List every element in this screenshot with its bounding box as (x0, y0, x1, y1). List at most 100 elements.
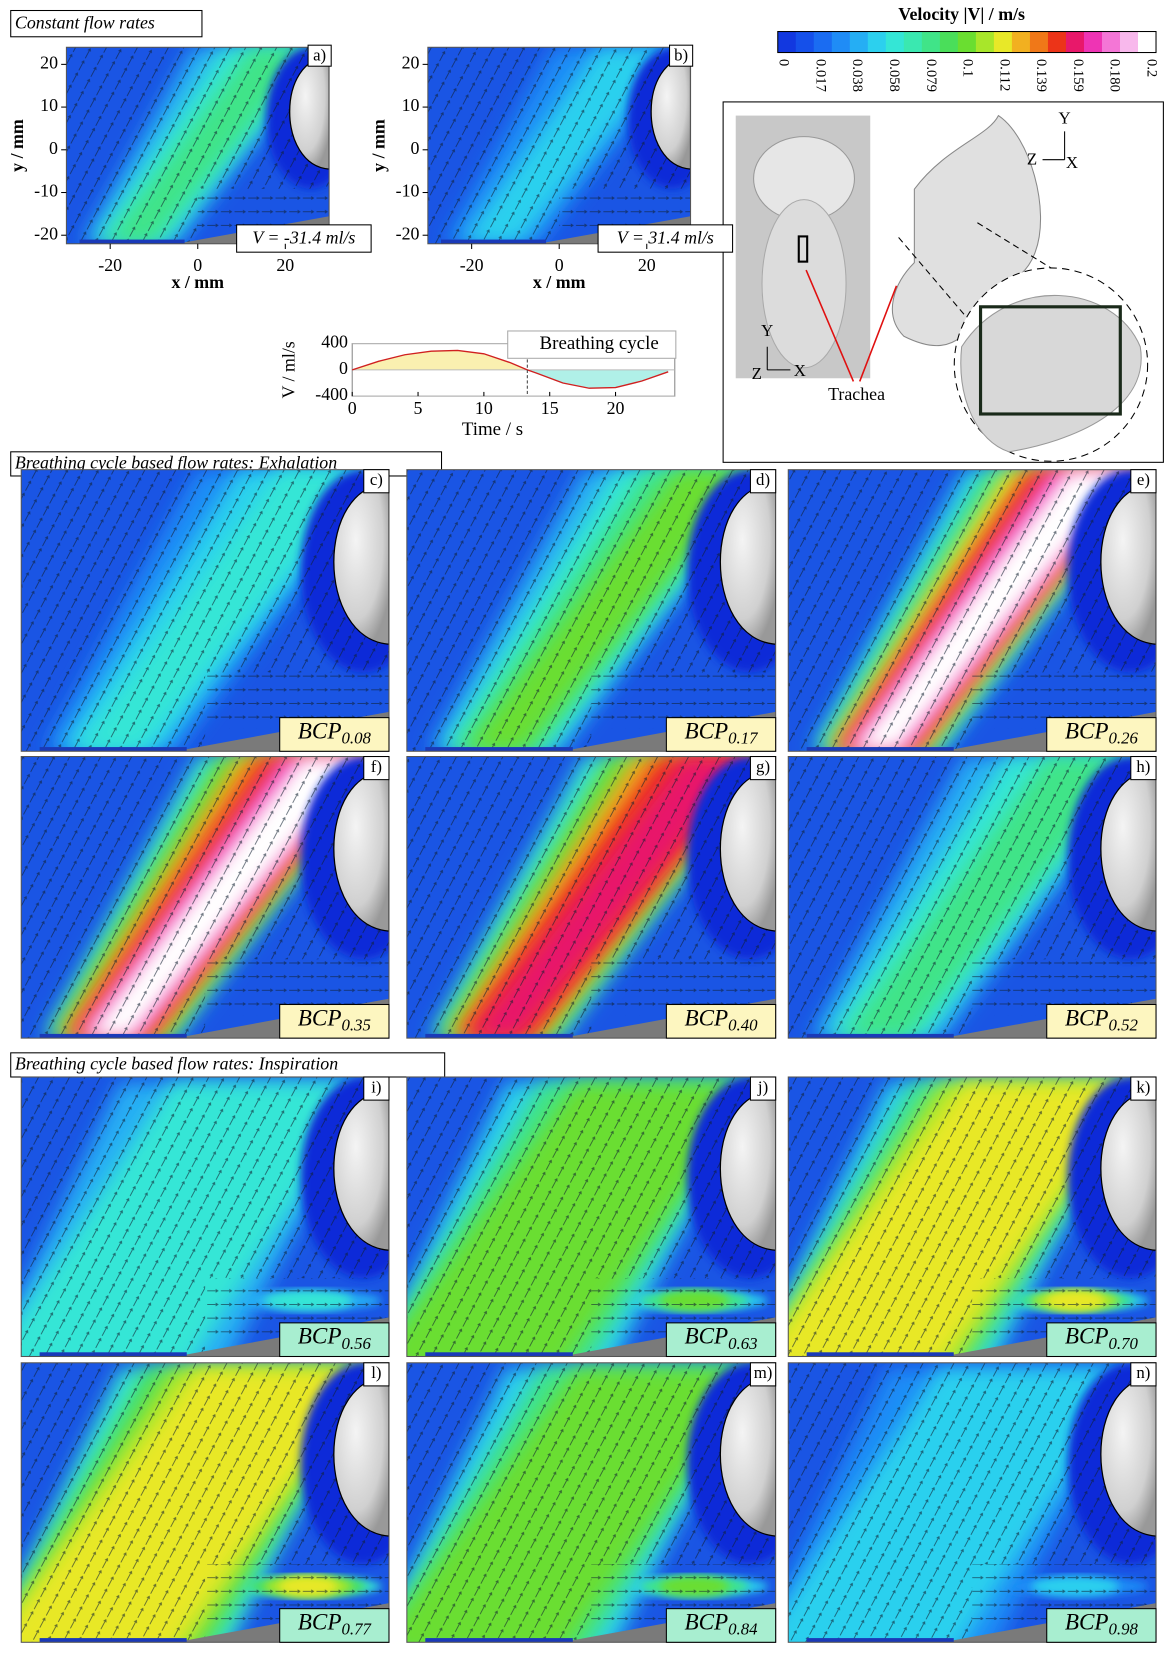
colorbar-swatch (939, 31, 959, 53)
flow-field (66, 47, 330, 244)
panel-frame (787, 1076, 1157, 1358)
panel-frame (787, 469, 1157, 752)
panel-frame (406, 469, 777, 752)
velocity-vectors (788, 959, 973, 1039)
nose-tissue (1100, 1376, 1157, 1537)
bcp-label: BCP0.77 (298, 1609, 372, 1639)
panel-label: d) (756, 470, 770, 489)
inlet-strip (425, 1033, 573, 1039)
colorbar-swatch (957, 31, 977, 53)
colorbar-tick-label: 0.058 (886, 59, 902, 92)
flow-rate-box (236, 224, 372, 253)
area-negative (352, 369, 669, 389)
y-axis-label: y / mm (369, 119, 389, 172)
bcp-subscript: 0.40 (728, 1015, 758, 1034)
chart-title-box (507, 330, 677, 359)
inlet-strip (79, 239, 185, 244)
line (352, 349, 669, 389)
flow-field (406, 1076, 776, 1357)
panel-label-box (1130, 1076, 1157, 1101)
panel-label: h) (1136, 757, 1150, 776)
y-tick-label: 10 (40, 95, 58, 115)
inlet-strip (806, 1033, 954, 1039)
flow-rate: V = 31.4 ml/s (617, 228, 714, 248)
panel-label: l) (371, 1363, 381, 1382)
axis-label: Y (761, 321, 773, 340)
flow-panel: e) BCP0.26 (787, 469, 1157, 752)
colorbar-swatch (885, 31, 905, 53)
bcp-base: BCP (298, 1323, 342, 1349)
annotation: Trachea (828, 384, 885, 404)
nose-tissue (1100, 1090, 1157, 1251)
panel-frame (406, 1076, 777, 1358)
axis-label: Z (1027, 150, 1037, 169)
bcp-base: BCP (1065, 1323, 1109, 1349)
flow-panel: m) BCP0.84 (406, 1362, 777, 1643)
y-tick-label: -20 (34, 223, 58, 243)
flow-panel: h) BCP0.52 (787, 755, 1157, 1039)
nose-tissue (719, 769, 776, 932)
flow-field (21, 469, 389, 752)
panel-label: e) (1137, 470, 1150, 489)
colorbar-frame (777, 30, 1157, 54)
panel-frame (406, 755, 777, 1039)
inlet-strip (806, 747, 954, 752)
colorbar-swatch (975, 31, 995, 53)
x-tick-label: 10 (475, 398, 493, 418)
chart-title: Breathing cycle (540, 333, 659, 354)
nose-tissue (1100, 483, 1157, 645)
bcp-subscript: 0.63 (728, 1334, 757, 1353)
inlet-strip (425, 1638, 573, 1643)
inlet-strip (806, 1638, 954, 1643)
colorbar-tick-label: 0.079 (923, 59, 939, 92)
bcp-box (279, 1003, 390, 1039)
velocity-vectors (406, 959, 592, 1039)
y-tick-label: 0 (411, 138, 420, 158)
anatomy-shape (761, 199, 847, 369)
x-axis-label: x / mm (171, 272, 224, 292)
colorbar-swatch (1065, 31, 1085, 53)
bcp-box (279, 717, 390, 752)
bcp-box (665, 1322, 777, 1358)
flow-field (21, 1076, 389, 1357)
nose-tissue (1100, 769, 1157, 932)
x-tick-label: 15 (541, 398, 559, 418)
colorbar-swatch (1029, 31, 1049, 53)
panel-label-box (363, 469, 390, 494)
velocity-vectors (788, 469, 1157, 673)
bcp-label: BCP0.70 (1065, 1323, 1139, 1353)
roi-box (797, 235, 809, 263)
flow-rate: V = -31.4 ml/s (252, 228, 355, 248)
colorbar-swatch (795, 31, 815, 53)
panel-frame (20, 1076, 390, 1358)
velocity-vectors (21, 756, 389, 960)
bcp-box (665, 717, 777, 752)
bcp-label: BCP0.56 (298, 1323, 372, 1353)
flow-field (406, 756, 776, 1039)
flow-field (788, 756, 1157, 1039)
nose-tissue (333, 1376, 389, 1537)
panel-label-box (363, 755, 390, 781)
x-axis-label: Time / s (462, 419, 523, 440)
flow-field (21, 1362, 389, 1643)
colorbar-swatch (849, 31, 869, 53)
roi-box (978, 305, 1122, 416)
bcp-box (279, 1608, 390, 1643)
velocity-vectors (21, 672, 206, 752)
nose-tissue (719, 483, 776, 645)
panel-label: j) (757, 1077, 768, 1096)
flow-panel: d) BCP0.17 (406, 469, 777, 752)
colorbar-tick-label: 0.1 (960, 59, 976, 77)
axis-label: X (794, 361, 806, 380)
colorbar-swatch (1047, 31, 1067, 53)
velocity-vectors (788, 1278, 973, 1357)
velocity-vectors (788, 1362, 1157, 1565)
bcp-box (1046, 717, 1157, 752)
bcp-base: BCP (684, 718, 728, 744)
x-tick-label: 20 (607, 398, 625, 418)
velocity-vectors (406, 1278, 592, 1357)
panel-frame (20, 469, 390, 752)
panel-label-box (669, 44, 694, 67)
y-tick-label: 10 (402, 95, 420, 115)
